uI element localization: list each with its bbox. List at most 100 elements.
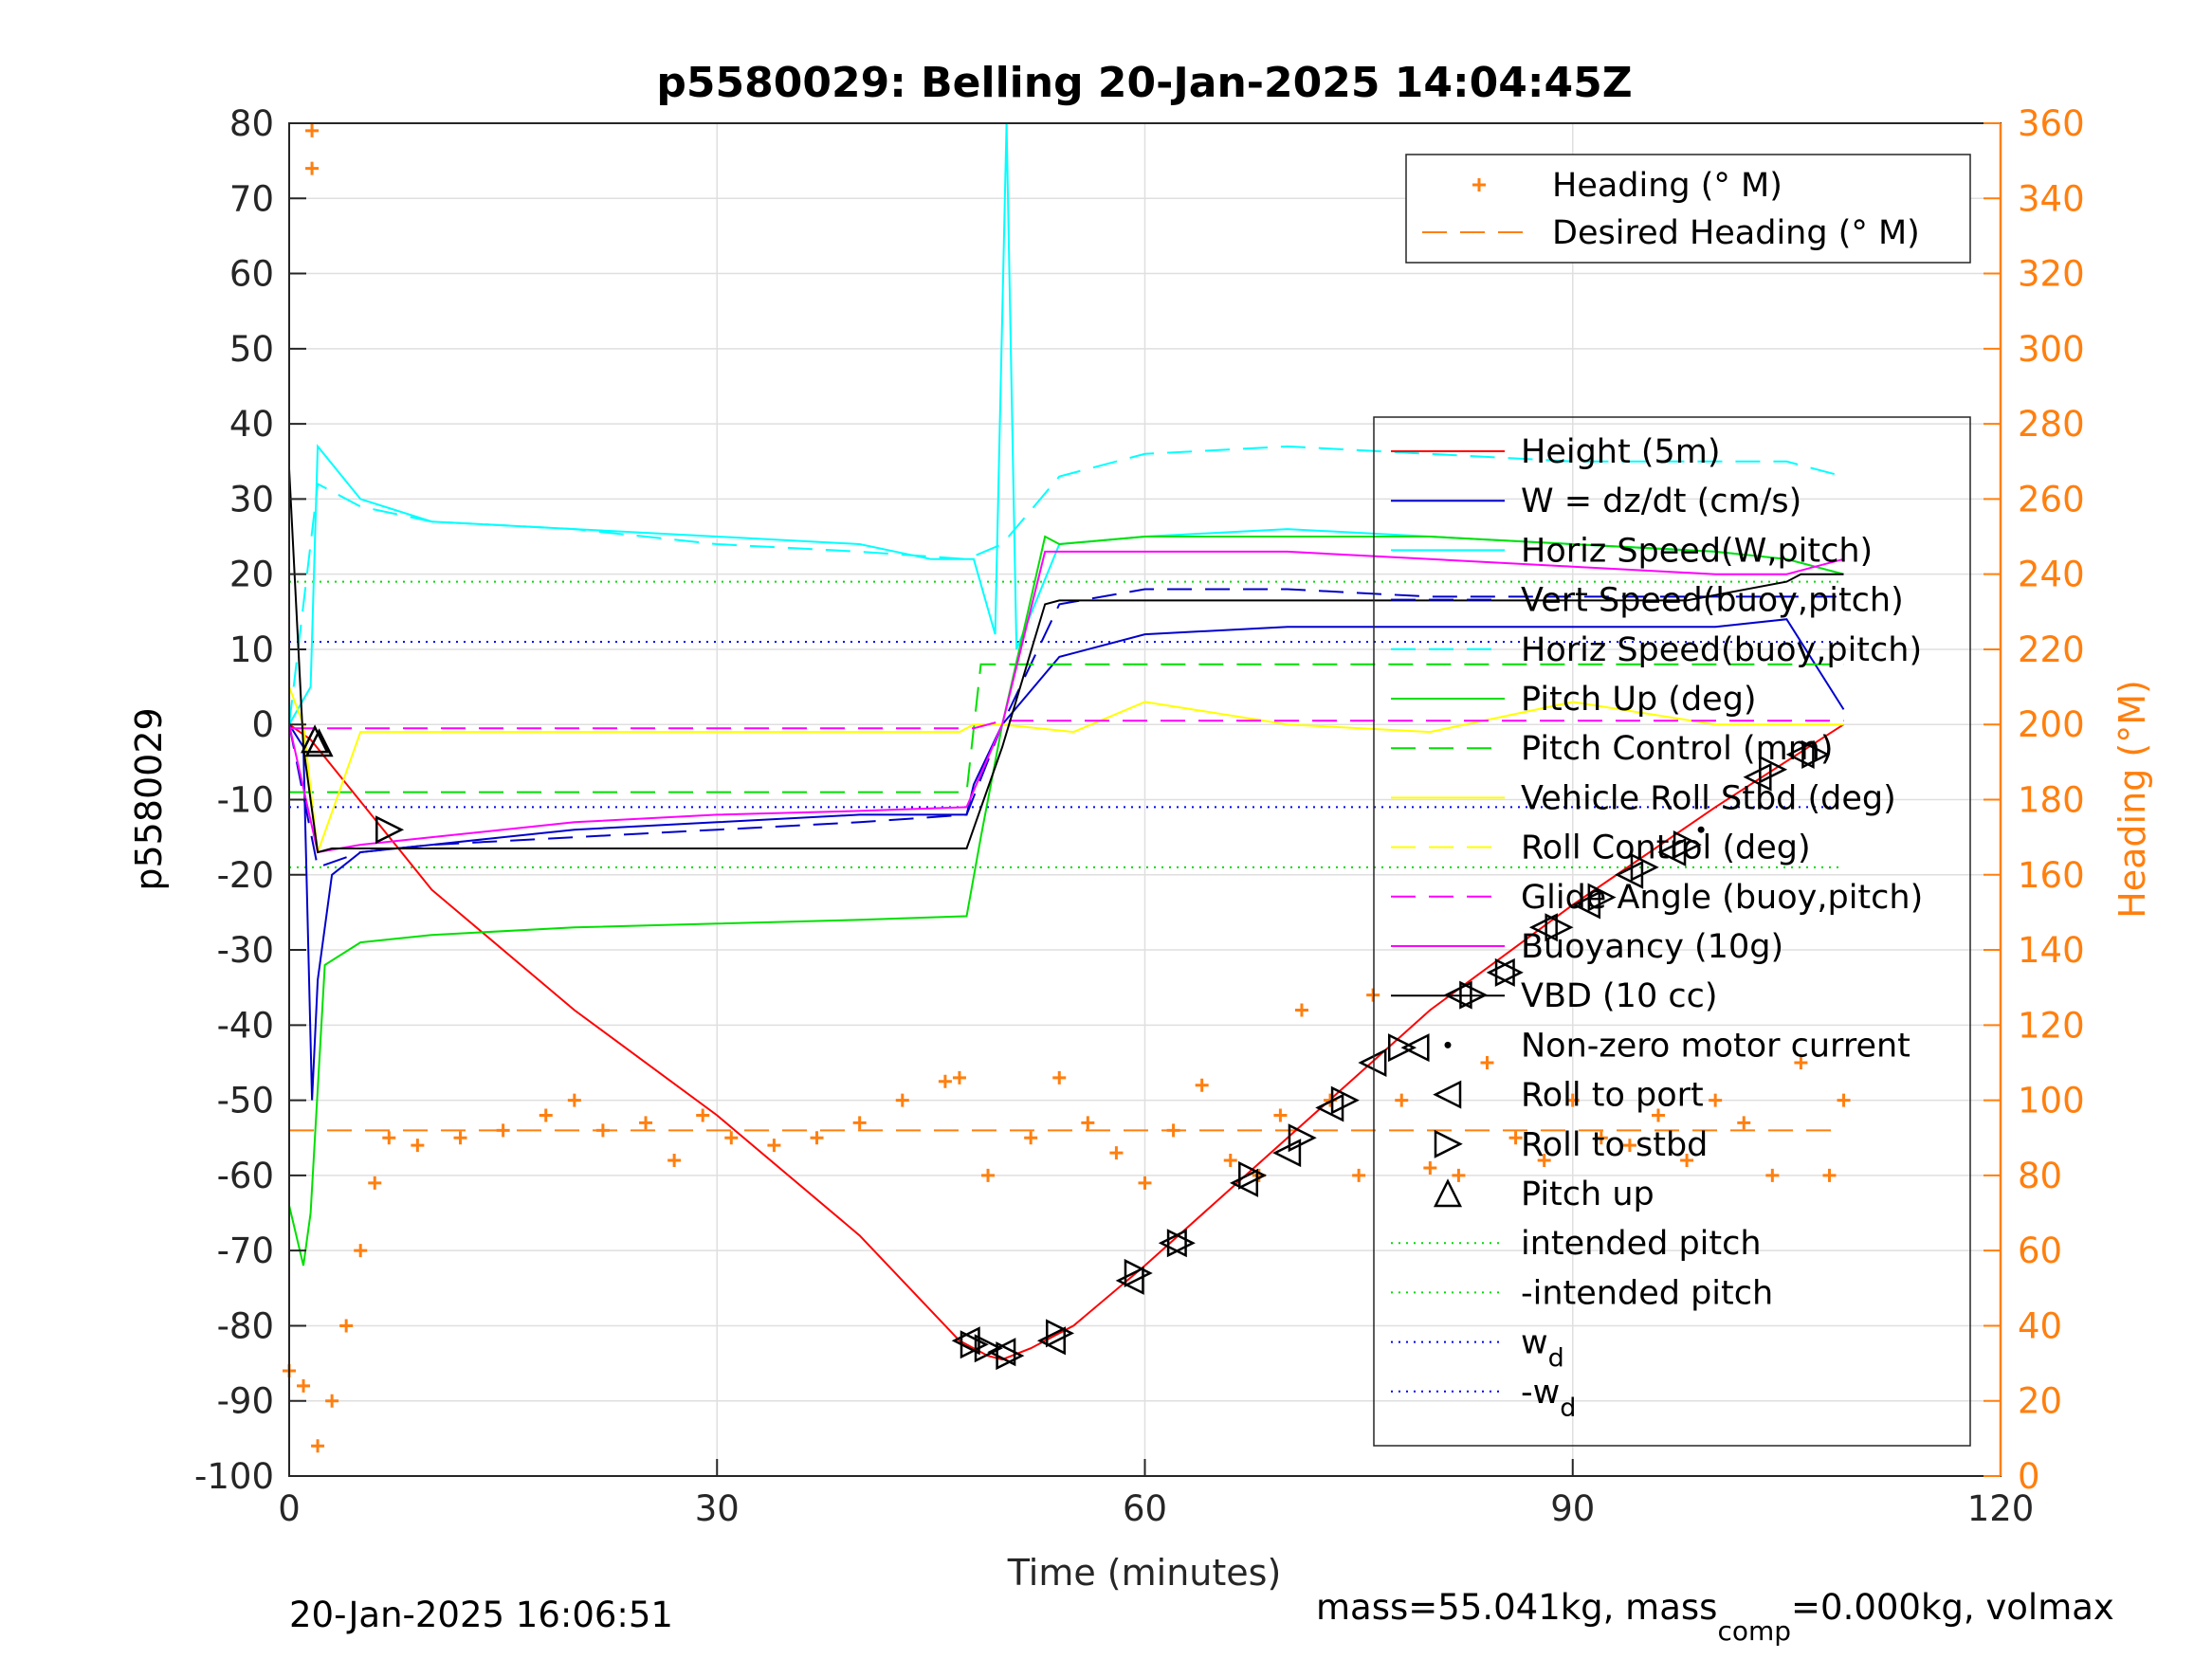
heading-point: [852, 1116, 867, 1130]
heading-point: [1223, 1154, 1237, 1168]
roll-to-stbd-marker: [1759, 755, 1788, 784]
heading-point: [1822, 1168, 1837, 1182]
pitch-up-marker: [304, 728, 334, 757]
legend-label-text: w: [1521, 1324, 1548, 1362]
roll-to-stbd-marker: [1587, 883, 1617, 912]
heading-point: [305, 123, 320, 137]
heading-point: [1166, 1123, 1180, 1138]
legend-label-text: Height (5m): [1521, 433, 1721, 471]
x-axis-label: Time (minutes): [1007, 1552, 1282, 1594]
roll-to-port-marker: [1272, 1139, 1302, 1168]
x-tick-label: 60: [1123, 1488, 1167, 1529]
x-tick-label: 90: [1550, 1488, 1595, 1529]
legend-label-text: -intended pitch: [1521, 1274, 1773, 1312]
y-tick-label-right: 20: [2018, 1381, 2062, 1422]
roll-to-stbd-marker: [974, 1334, 1003, 1363]
heading-point: [305, 161, 320, 175]
y-tick-label-left: 30: [229, 479, 274, 520]
y-tick-label-right: 220: [2018, 629, 2085, 670]
legend-label: intended pitch: [1521, 1225, 1762, 1263]
footer-mass: mass=55.041kg, masscomp=0.000kg, volmax: [1316, 1587, 2114, 1647]
roll-to-port-marker: [1229, 1168, 1259, 1197]
footer-mass-sub: comp: [1717, 1615, 1791, 1647]
y-tick-label-left: 10: [229, 629, 274, 670]
legend-sample: [1434, 1129, 1463, 1158]
series-line-glide-angle-buoy-pitch: [289, 720, 1844, 730]
legend-label-text: Pitch Up (deg): [1521, 681, 1757, 719]
legend-label-text: intended pitch: [1521, 1225, 1762, 1263]
series-line-pitch-control-mm: [289, 663, 1844, 793]
legend-label-sub: d: [1548, 1344, 1564, 1374]
roll-to-stbd-marker: [1494, 957, 1524, 987]
chart-title: p5580029: Belling 20-Jan-2025 14:04:45Z: [656, 59, 1632, 107]
heading-point: [1737, 1116, 1751, 1130]
heading-point: [667, 1154, 682, 1168]
y-tick-label-left: 80: [229, 103, 274, 144]
heading-point: [1709, 1093, 1723, 1107]
heading-point: [1109, 1146, 1124, 1160]
legend-label: Pitch up: [1521, 1176, 1654, 1213]
roll-to-stbd-marker: [1630, 852, 1659, 882]
roll-to-stbd-marker: [375, 815, 405, 845]
roll-to-stbd-marker: [1166, 1229, 1196, 1258]
legend-label: Glide Angle (buoy,pitch): [1521, 879, 1923, 917]
roll-to-stbd-marker: [1330, 1085, 1360, 1115]
heading-point: [325, 1394, 339, 1408]
roll-to-stbd-marker: [1545, 913, 1574, 942]
heading-point: [339, 1319, 354, 1333]
reference-lines: [289, 580, 1844, 1132]
roll-to-stbd-marker: [960, 1330, 989, 1359]
footer-date: 20-Jan-2025 16:06:51: [289, 1595, 673, 1635]
roll-to-port-marker: [1528, 913, 1558, 942]
y-tick-label-left: 20: [229, 555, 274, 595]
heading-point: [1837, 1093, 1851, 1107]
heading-point: [895, 1093, 909, 1107]
legend-label: Pitch Up (deg): [1521, 681, 1757, 719]
roll-to-port-marker: [1158, 1229, 1187, 1258]
heading-point: [1452, 1168, 1466, 1182]
y-tick-label-right: 320: [2018, 254, 2085, 295]
y-tick-label-right: 0: [2018, 1456, 2040, 1497]
legend-label-text: Horiz Speed(buoy,pitch): [1521, 631, 1922, 669]
series-line-pitch-up-deg: [288, 535, 1844, 1267]
legend-label: Vert Speed(buoy,pitch): [1521, 582, 1904, 620]
heading-point: [1480, 1055, 1494, 1069]
heading-point: [1052, 1070, 1067, 1085]
pitch-up-marker: [301, 724, 330, 754]
roll-to-stbd-marker: [1124, 1258, 1153, 1287]
heading-point: [368, 1176, 382, 1190]
legend-label-text: Vehicle Roll Stbd (deg): [1521, 779, 1896, 817]
heading-point: [639, 1116, 653, 1130]
legend-label-text: Glide Angle (buoy,pitch): [1521, 879, 1923, 917]
heading-point: [1652, 1108, 1665, 1122]
roll-to-stbd-marker: [1801, 739, 1831, 769]
heading-point: [311, 1439, 325, 1453]
roll-to-stbd-marker: [1288, 1123, 1317, 1153]
legend-label-text: -w: [1521, 1374, 1560, 1412]
legend-label: Height (5m): [1521, 433, 1721, 471]
legend-sample: [1433, 1178, 1463, 1208]
y-tick-label-left: -40: [217, 1005, 274, 1046]
heading-point: [724, 1131, 739, 1145]
y-tick-label-right: 40: [2018, 1305, 2062, 1346]
heading-point: [1352, 1168, 1366, 1182]
legend-label-text: Roll to port: [1521, 1077, 1704, 1115]
legend-label-text: Roll to stbd: [1521, 1126, 1708, 1164]
heading-point: [1024, 1131, 1038, 1145]
heading-point: [595, 1123, 610, 1138]
y-tick-label-left: -80: [217, 1305, 274, 1346]
legend-label: Buoyancy (10g): [1521, 928, 1783, 966]
roll-to-stbd-marker: [1238, 1160, 1268, 1190]
y-tick-label-right: 100: [2018, 1081, 2085, 1121]
y-tick-label-left: 60: [229, 254, 274, 295]
footer-mass-prefix: mass=55.041kg, mass: [1316, 1587, 1717, 1628]
y-tick-label-left: -20: [217, 855, 274, 896]
heading-point: [1680, 1154, 1694, 1168]
legend-label: -wd: [1521, 1374, 1576, 1423]
y-tick-label-left: 50: [229, 329, 274, 370]
legend-label: Desired Heading (° M): [1552, 214, 1920, 252]
legend-label-text: W = dz/dt (cm/s): [1521, 483, 1801, 520]
legend-label-text: Pitch up: [1521, 1176, 1654, 1213]
heading-point: [567, 1093, 581, 1107]
